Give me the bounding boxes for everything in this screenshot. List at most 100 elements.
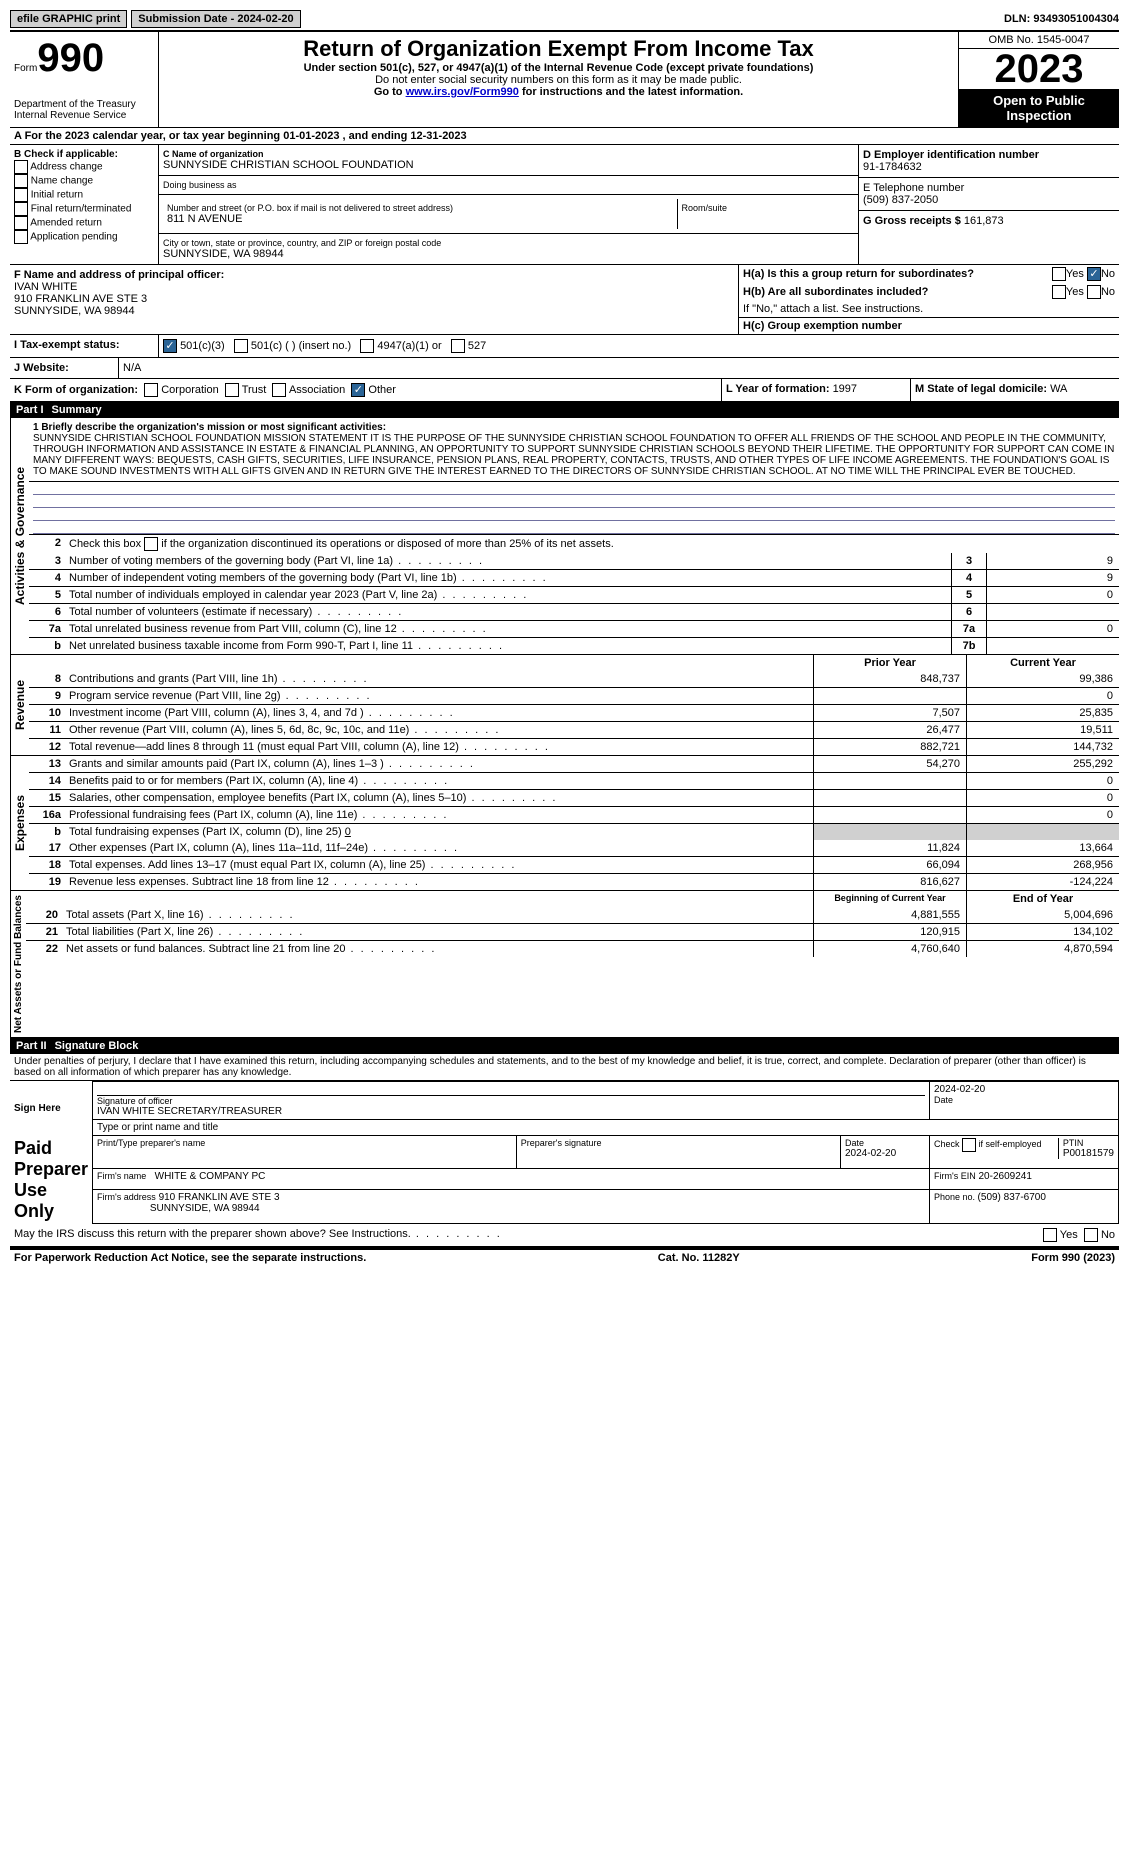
checkbox-initial-return[interactable] <box>14 188 28 202</box>
officer-sig-name: IVAN WHITE SECRETARY/TREASURER <box>97 1106 925 1117</box>
top-bar: efile GRAPHIC print Submission Date - 20… <box>10 10 1119 32</box>
checkbox-other[interactable] <box>351 383 365 397</box>
gross-receipts: 161,873 <box>964 215 1004 227</box>
section-h: H(a) Is this a group return for subordin… <box>739 265 1119 334</box>
section-governance: Activities & Governance 1 Briefly descri… <box>10 418 1119 655</box>
checkbox-irs-no[interactable] <box>1084 1228 1098 1242</box>
table-row: 16aProfessional fundraising fees (Part I… <box>29 806 1119 823</box>
form-subtitle-2: Do not enter social security numbers on … <box>163 74 954 86</box>
row-k-l-m: K Form of organization: Corporation Trus… <box>10 379 1119 402</box>
table-row: 10Investment income (Part VIII, column (… <box>29 704 1119 721</box>
table-row: 22Net assets or fund balances. Subtract … <box>26 940 1119 957</box>
section-b: B Check if applicable: Address change Na… <box>10 145 159 264</box>
checkbox-ha-yes[interactable] <box>1052 267 1066 281</box>
section-d-e-g: D Employer identification number 91-1784… <box>859 145 1119 264</box>
ptin-value: P00181579 <box>1063 1148 1114 1159</box>
entity-info-grid: B Check if applicable: Address change Na… <box>10 145 1119 265</box>
blank-line <box>33 521 1115 534</box>
checkbox-address-change[interactable] <box>14 160 28 174</box>
table-row: 4Number of independent voting members of… <box>29 569 1119 586</box>
ein-value: 91-1784632 <box>863 161 1115 173</box>
mission-block: 1 Briefly describe the organization's mi… <box>29 418 1119 482</box>
form-header: Form990 Department of the Treasury Inter… <box>10 32 1119 128</box>
checkbox-527[interactable] <box>451 339 465 353</box>
blank-line <box>33 482 1115 495</box>
checkbox-ha-no[interactable] <box>1087 267 1101 281</box>
part-ii-header: Part II Signature Block <box>10 1038 1119 1054</box>
checkbox-final-return[interactable] <box>14 202 28 216</box>
checkbox-hb-yes[interactable] <box>1052 285 1066 299</box>
section-net-assets: Net Assets or Fund Balances Beginning of… <box>10 891 1119 1038</box>
checkbox-app-pending[interactable] <box>14 230 28 244</box>
form-year-box: OMB No. 1545-0047 2023 Open to Public In… <box>958 32 1119 127</box>
form-title: Return of Organization Exempt From Incom… <box>163 36 954 62</box>
table-row: 7aTotal unrelated business revenue from … <box>29 620 1119 637</box>
table-row: 3Number of voting members of the governi… <box>29 553 1119 569</box>
form-number: 990 <box>37 36 104 80</box>
tax-year: 2023 <box>959 49 1119 89</box>
checkbox-corp[interactable] <box>144 383 158 397</box>
label-net-assets: Net Assets or Fund Balances <box>10 891 26 1037</box>
table-row: 5Total number of individuals employed in… <box>29 586 1119 603</box>
table-row: 9Program service revenue (Part VIII, lin… <box>29 687 1119 704</box>
street-address: 811 N AVENUE <box>167 213 673 225</box>
state-domicile: WA <box>1050 383 1067 395</box>
checkbox-amended[interactable] <box>14 216 28 230</box>
dept-treasury: Department of the Treasury <box>14 99 154 110</box>
website-value: N/A <box>119 358 1119 378</box>
checkbox-self-employed[interactable] <box>962 1138 976 1152</box>
mission-text: SUNNYSIDE CHRISTIAN SCHOOL FOUNDATION MI… <box>33 433 1115 477</box>
efile-print-button[interactable]: efile GRAPHIC print <box>10 10 127 28</box>
table-row: 15Salaries, other compensation, employee… <box>29 789 1119 806</box>
table-row: 6Total number of volunteers (estimate if… <box>29 603 1119 620</box>
dln: DLN: 93493051004304 <box>1004 13 1119 25</box>
checkbox-assn[interactable] <box>272 383 286 397</box>
year-formation: 1997 <box>833 383 857 395</box>
section-c: C Name of organization SUNNYSIDE CHRISTI… <box>159 145 859 264</box>
table-row: 13Grants and similar amounts paid (Part … <box>29 756 1119 772</box>
checkbox-501c[interactable] <box>234 339 248 353</box>
table-row: 18Total expenses. Add lines 13–17 (must … <box>29 856 1119 873</box>
checkbox-discontinued[interactable] <box>144 537 158 551</box>
checkbox-4947[interactable] <box>360 339 374 353</box>
submission-date-label: Submission Date - <box>138 13 237 25</box>
submission-date-button[interactable]: Submission Date - 2024-02-20 <box>131 10 300 28</box>
city-state-zip: SUNNYSIDE, WA 98944 <box>163 248 854 260</box>
table-row: 11Other revenue (Part VIII, column (A), … <box>29 721 1119 738</box>
table-row: 8Contributions and grants (Part VIII, li… <box>29 671 1119 687</box>
table-row: bNet unrelated business taxable income f… <box>29 637 1119 654</box>
perjury-statement: Under penalties of perjury, I declare th… <box>10 1054 1119 1081</box>
firm-ein: 20-2609241 <box>979 1171 1032 1182</box>
section-f: F Name and address of principal officer:… <box>10 265 739 334</box>
table-row: 20Total assets (Part X, line 16)4,881,55… <box>26 907 1119 923</box>
table-row: 17Other expenses (Part IX, column (A), l… <box>29 840 1119 856</box>
checkbox-hb-no[interactable] <box>1087 285 1101 299</box>
table-row: 12Total revenue—add lines 8 through 11 (… <box>29 738 1119 755</box>
phone-value: (509) 837-2050 <box>863 194 1115 206</box>
officer-h-grid: F Name and address of principal officer:… <box>10 265 1119 335</box>
checkbox-501c3[interactable] <box>163 339 177 353</box>
section-revenue: Revenue Prior Year Current Year 8Contrib… <box>10 655 1119 756</box>
table-row: 21Total liabilities (Part X, line 26)120… <box>26 923 1119 940</box>
firm-name: WHITE & COMPANY PC <box>155 1171 266 1182</box>
label-governance: Activities & Governance <box>10 418 29 654</box>
row-j: J Website: N/A <box>10 358 1119 379</box>
may-irs-discuss: May the IRS discuss this return with the… <box>10 1224 1119 1248</box>
table-row: 19Revenue less expenses. Subtract line 1… <box>29 873 1119 890</box>
page-footer: For Paperwork Reduction Act Notice, see … <box>10 1248 1119 1266</box>
form-subtitle-1: Under section 501(c), 527, or 4947(a)(1)… <box>163 62 954 74</box>
checkbox-name-change[interactable] <box>14 174 28 188</box>
blank-line <box>33 495 1115 508</box>
table-row: 14Benefits paid to or for members (Part … <box>29 772 1119 789</box>
submission-date-value: 2024-02-20 <box>237 13 293 25</box>
form-title-box: Return of Organization Exempt From Incom… <box>159 32 958 127</box>
checkbox-trust[interactable] <box>225 383 239 397</box>
label-revenue: Revenue <box>10 655 29 755</box>
checkbox-irs-yes[interactable] <box>1043 1228 1057 1242</box>
form-id-box: Form990 Department of the Treasury Inter… <box>10 32 159 127</box>
part-i-header: Part I Summary <box>10 402 1119 418</box>
open-to-public: Open to Public Inspection <box>959 89 1119 127</box>
irs-link[interactable]: www.irs.gov/Form990 <box>406 86 519 98</box>
signature-table: Sign Here Signature of officer IVAN WHIT… <box>10 1081 1119 1224</box>
firm-phone: (509) 837-6700 <box>978 1192 1046 1203</box>
